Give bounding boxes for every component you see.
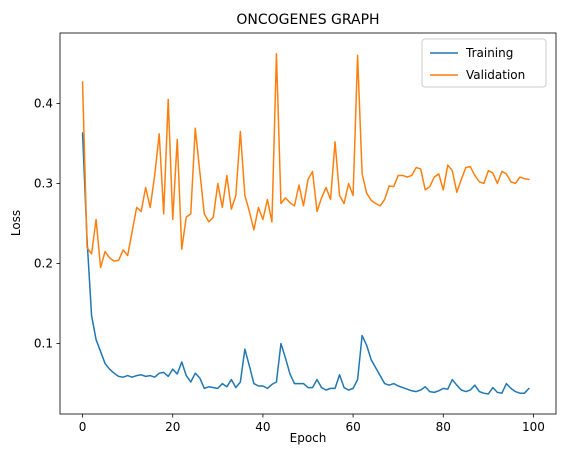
series-line-validation (81, 53, 530, 269)
x-tick-label: 20 (165, 420, 180, 434)
y-tick-label: 0.1 (34, 337, 53, 351)
series-line-training (81, 132, 530, 395)
y-tick-label: 0.4 (34, 96, 53, 110)
x-tick-label: 0 (79, 420, 87, 434)
chart-title: ONCOGENES GRAPH (236, 12, 379, 28)
axes: 0 20 40 60 80 100 0.1 0.2 0.3 0.4 (34, 32, 557, 434)
x-tick-label: 80 (436, 420, 451, 434)
legend-label-validation: Validation (466, 68, 525, 82)
plot-frame (59, 32, 557, 415)
x-tick-label: 100 (522, 420, 545, 434)
y-tick-label: 0.3 (34, 176, 53, 190)
y-axis-title: Loss (9, 210, 23, 236)
x-axis-title: Epoch (290, 431, 327, 445)
legend: Training Validation (421, 38, 547, 88)
y-tick-label: 0.2 (34, 257, 53, 271)
x-tick-label: 60 (345, 420, 360, 434)
x-tick-label: 40 (255, 420, 270, 434)
legend-label-training: Training (465, 46, 513, 60)
plot-area (81, 53, 530, 395)
